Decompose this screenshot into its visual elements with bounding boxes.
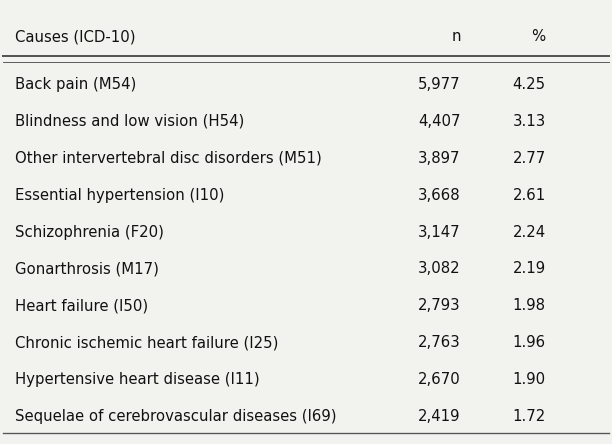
Text: 2,793: 2,793 (418, 298, 461, 313)
Text: 5,977: 5,977 (418, 77, 461, 92)
Text: 1.98: 1.98 (513, 298, 546, 313)
Text: 1.90: 1.90 (512, 372, 546, 387)
Text: 2.19: 2.19 (512, 262, 546, 277)
Text: 3,897: 3,897 (418, 151, 461, 166)
Text: 1.72: 1.72 (512, 409, 546, 424)
Text: Gonarthrosis (M17): Gonarthrosis (M17) (15, 262, 159, 277)
Text: Hypertensive heart disease (I11): Hypertensive heart disease (I11) (15, 372, 259, 387)
Text: 3,147: 3,147 (418, 225, 461, 240)
Text: 2,419: 2,419 (418, 409, 461, 424)
Text: 3,082: 3,082 (418, 262, 461, 277)
Text: 2,670: 2,670 (418, 372, 461, 387)
Text: Sequelae of cerebrovascular diseases (I69): Sequelae of cerebrovascular diseases (I6… (15, 409, 337, 424)
Text: n: n (451, 29, 461, 44)
Text: 3.13: 3.13 (512, 114, 546, 129)
Text: Chronic ischemic heart failure (I25): Chronic ischemic heart failure (I25) (15, 335, 278, 350)
Text: 1.96: 1.96 (512, 335, 546, 350)
Text: 2.61: 2.61 (512, 188, 546, 203)
Text: Blindness and low vision (H54): Blindness and low vision (H54) (15, 114, 244, 129)
Text: 3,668: 3,668 (418, 188, 461, 203)
Text: Causes (ICD-10): Causes (ICD-10) (15, 29, 135, 44)
Text: Heart failure (I50): Heart failure (I50) (15, 298, 148, 313)
Text: 4.25: 4.25 (512, 77, 546, 92)
Text: 2.77: 2.77 (512, 151, 546, 166)
Text: Other intervertebral disc disorders (M51): Other intervertebral disc disorders (M51… (15, 151, 321, 166)
Text: Schizophrenia (F20): Schizophrenia (F20) (15, 225, 163, 240)
Text: Back pain (M54): Back pain (M54) (15, 77, 136, 92)
Text: 4,407: 4,407 (418, 114, 461, 129)
Text: Essential hypertension (I10): Essential hypertension (I10) (15, 188, 224, 203)
Text: 2.24: 2.24 (512, 225, 546, 240)
Text: 2,763: 2,763 (418, 335, 461, 350)
Text: %: % (531, 29, 546, 44)
